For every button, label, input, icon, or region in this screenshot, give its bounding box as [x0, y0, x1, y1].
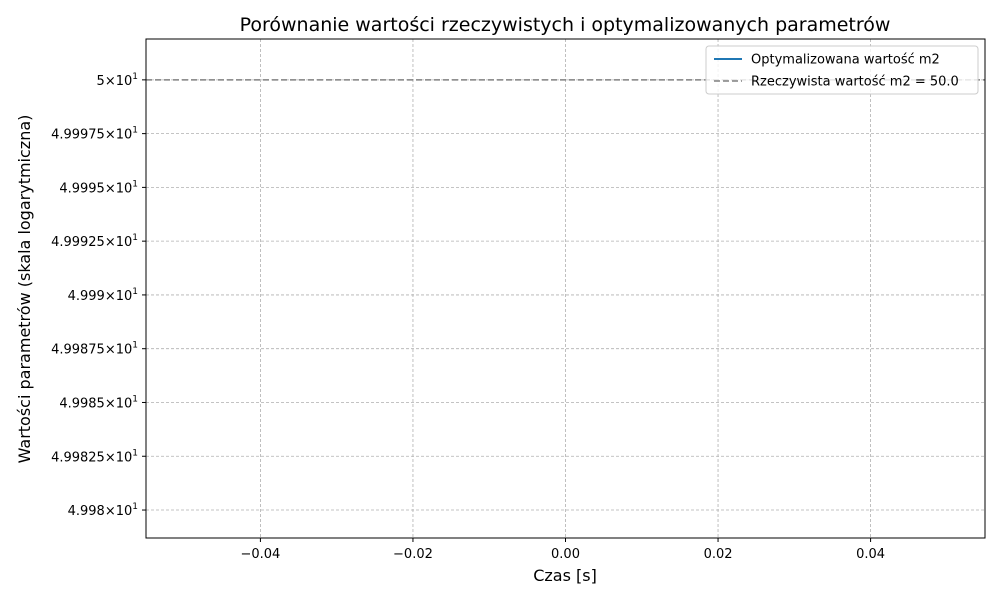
x-axis: −0.04 −0.02 0.00 0.02 0.04 — [240, 538, 885, 562]
legend: Optymalizowana wartość m2 Rzeczywista war… — [705, 45, 979, 95]
x-axis-title: Czas [s] — [533, 566, 597, 585]
x-tick-label: 0.04 — [856, 547, 885, 562]
legend-label: Optymalizowana wartość m2 — [751, 53, 940, 68]
y-tick-label: 4.999×101 — [68, 287, 138, 304]
x-tick-label: 0.02 — [704, 547, 733, 562]
y-axis-title: Wartości parametrów (skala logarytmiczna… — [15, 115, 34, 464]
y-axis: 5×101 4.99975×101 4.9995×101 4.99925×101 4.9… — [51, 72, 146, 519]
x-tick-label: 0.00 — [551, 547, 580, 562]
grid — [146, 39, 985, 538]
legend-box — [705, 45, 979, 95]
y-tick-label: 4.99975×101 — [51, 126, 138, 143]
y-tick-label: 5×101 — [97, 72, 138, 89]
y-tick-label: 4.9995×101 — [59, 179, 138, 196]
x-tick-label: −0.04 — [240, 547, 280, 562]
x-tick-label: −0.02 — [393, 547, 433, 562]
y-tick-label: 4.99875×101 — [51, 341, 138, 358]
y-tick-label: 4.998×101 — [68, 502, 138, 519]
y-tick-label: 4.9985×101 — [59, 394, 138, 411]
y-tick-label: 4.99825×101 — [51, 448, 138, 465]
legend-label: Rzeczywista wartość m2 = 50.0 — [751, 75, 959, 90]
chart-title: Porównanie wartości rzeczywistych i opty… — [240, 14, 891, 36]
y-tick-label: 4.99925×101 — [51, 233, 138, 250]
